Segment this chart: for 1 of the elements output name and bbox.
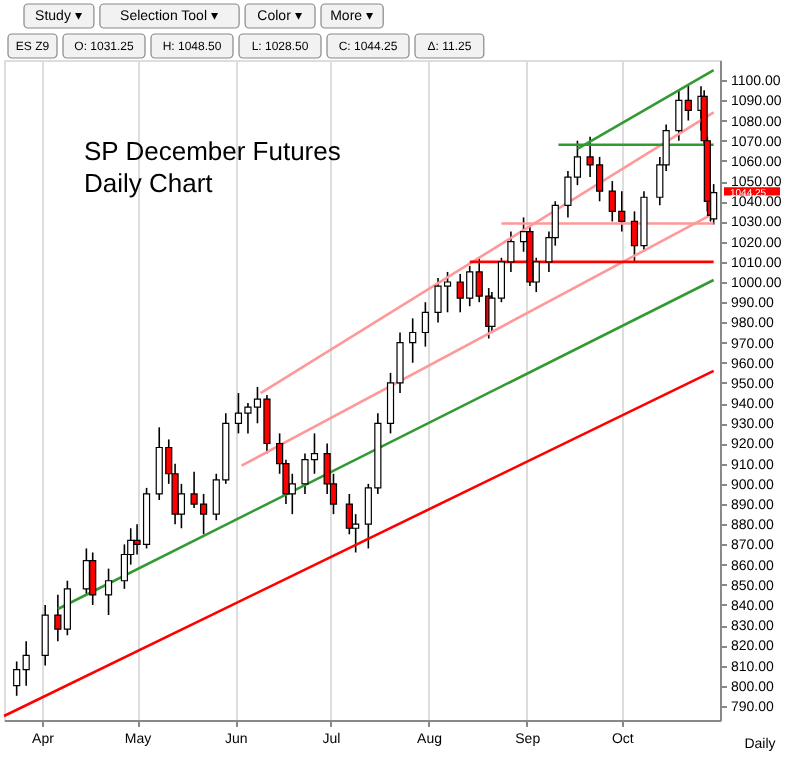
text: SP December Futures Daily Chart xyxy=(84,136,342,198)
